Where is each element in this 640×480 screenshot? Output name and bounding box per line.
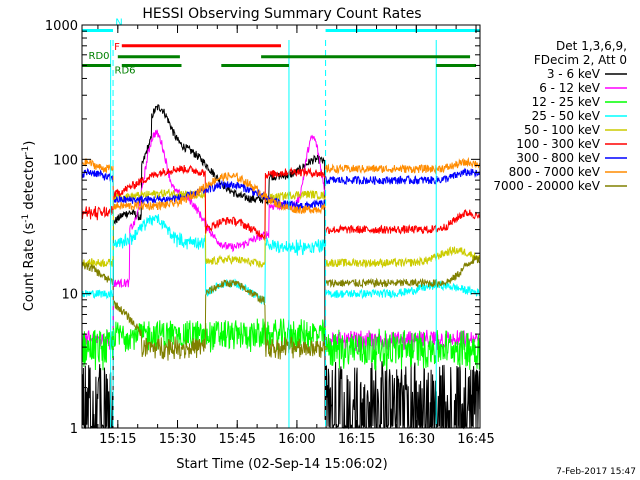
y-tick-label: 10 [61,288,78,303]
y-axis-label: Count Rate (s-1 detector-1) [21,141,37,312]
legend-entry: 100 - 300 keV [516,137,600,151]
y-tick-label: 1 [70,422,78,437]
legend-entry: 25 - 50 keV [532,109,601,123]
y-axis: 1 10 100 1000 [45,19,480,437]
series-layer [81,40,481,430]
x-tick-label: 16:00 [278,432,315,447]
flag-label: N [115,18,122,29]
legend-header-line2: FDecim 2, Att 0 [534,53,627,67]
flag-label: RD0 [89,51,110,62]
legend-header-line1: Det 1,3,6,9, [556,39,627,53]
y-tick-label: 1000 [45,19,78,34]
x-tick-label: 15:45 [218,432,255,447]
series-line [81,188,481,269]
legend-entry: 50 - 100 keV [524,123,601,137]
x-tick-label: 15:30 [159,432,196,447]
flag-label: RD6 [115,65,136,76]
x-axis: 15:15 15:30 15:45 16:00 16:15 16:30 16:45 [97,25,495,447]
chart-title: HESSI Observing Summary Count Rates [142,6,421,22]
legend-entry: 6 - 12 keV [539,81,601,95]
series-line [81,164,481,241]
x-tick-label: 15:15 [99,432,136,447]
x-tick-label: 16:15 [338,432,375,447]
y-tick-label: 100 [53,153,78,168]
series-line [81,255,480,361]
series-line [81,104,481,430]
legend-entry: 3 - 6 keV [547,67,601,81]
legend-entry: 300 - 800 keV [516,151,600,165]
legend-entry: 7000 - 20000 keV [493,179,600,193]
flag-label: F [114,42,120,53]
series-line [81,167,481,211]
legend-entry: 12 - 25 keV [532,95,601,109]
plot-frame [81,24,481,429]
x-axis-label: Start Time (02-Sep-14 15:06:02) [176,457,387,472]
timestamp: 7-Feb-2017 15:47 [556,467,636,477]
series-line [81,156,481,215]
x-tick-label: 16:45 [457,432,494,447]
legend-entry: 800 - 7000 keV [509,165,601,179]
flags-layer: N F RD0 RD6 [82,18,480,76]
x-tick-label: 16:30 [398,432,435,447]
